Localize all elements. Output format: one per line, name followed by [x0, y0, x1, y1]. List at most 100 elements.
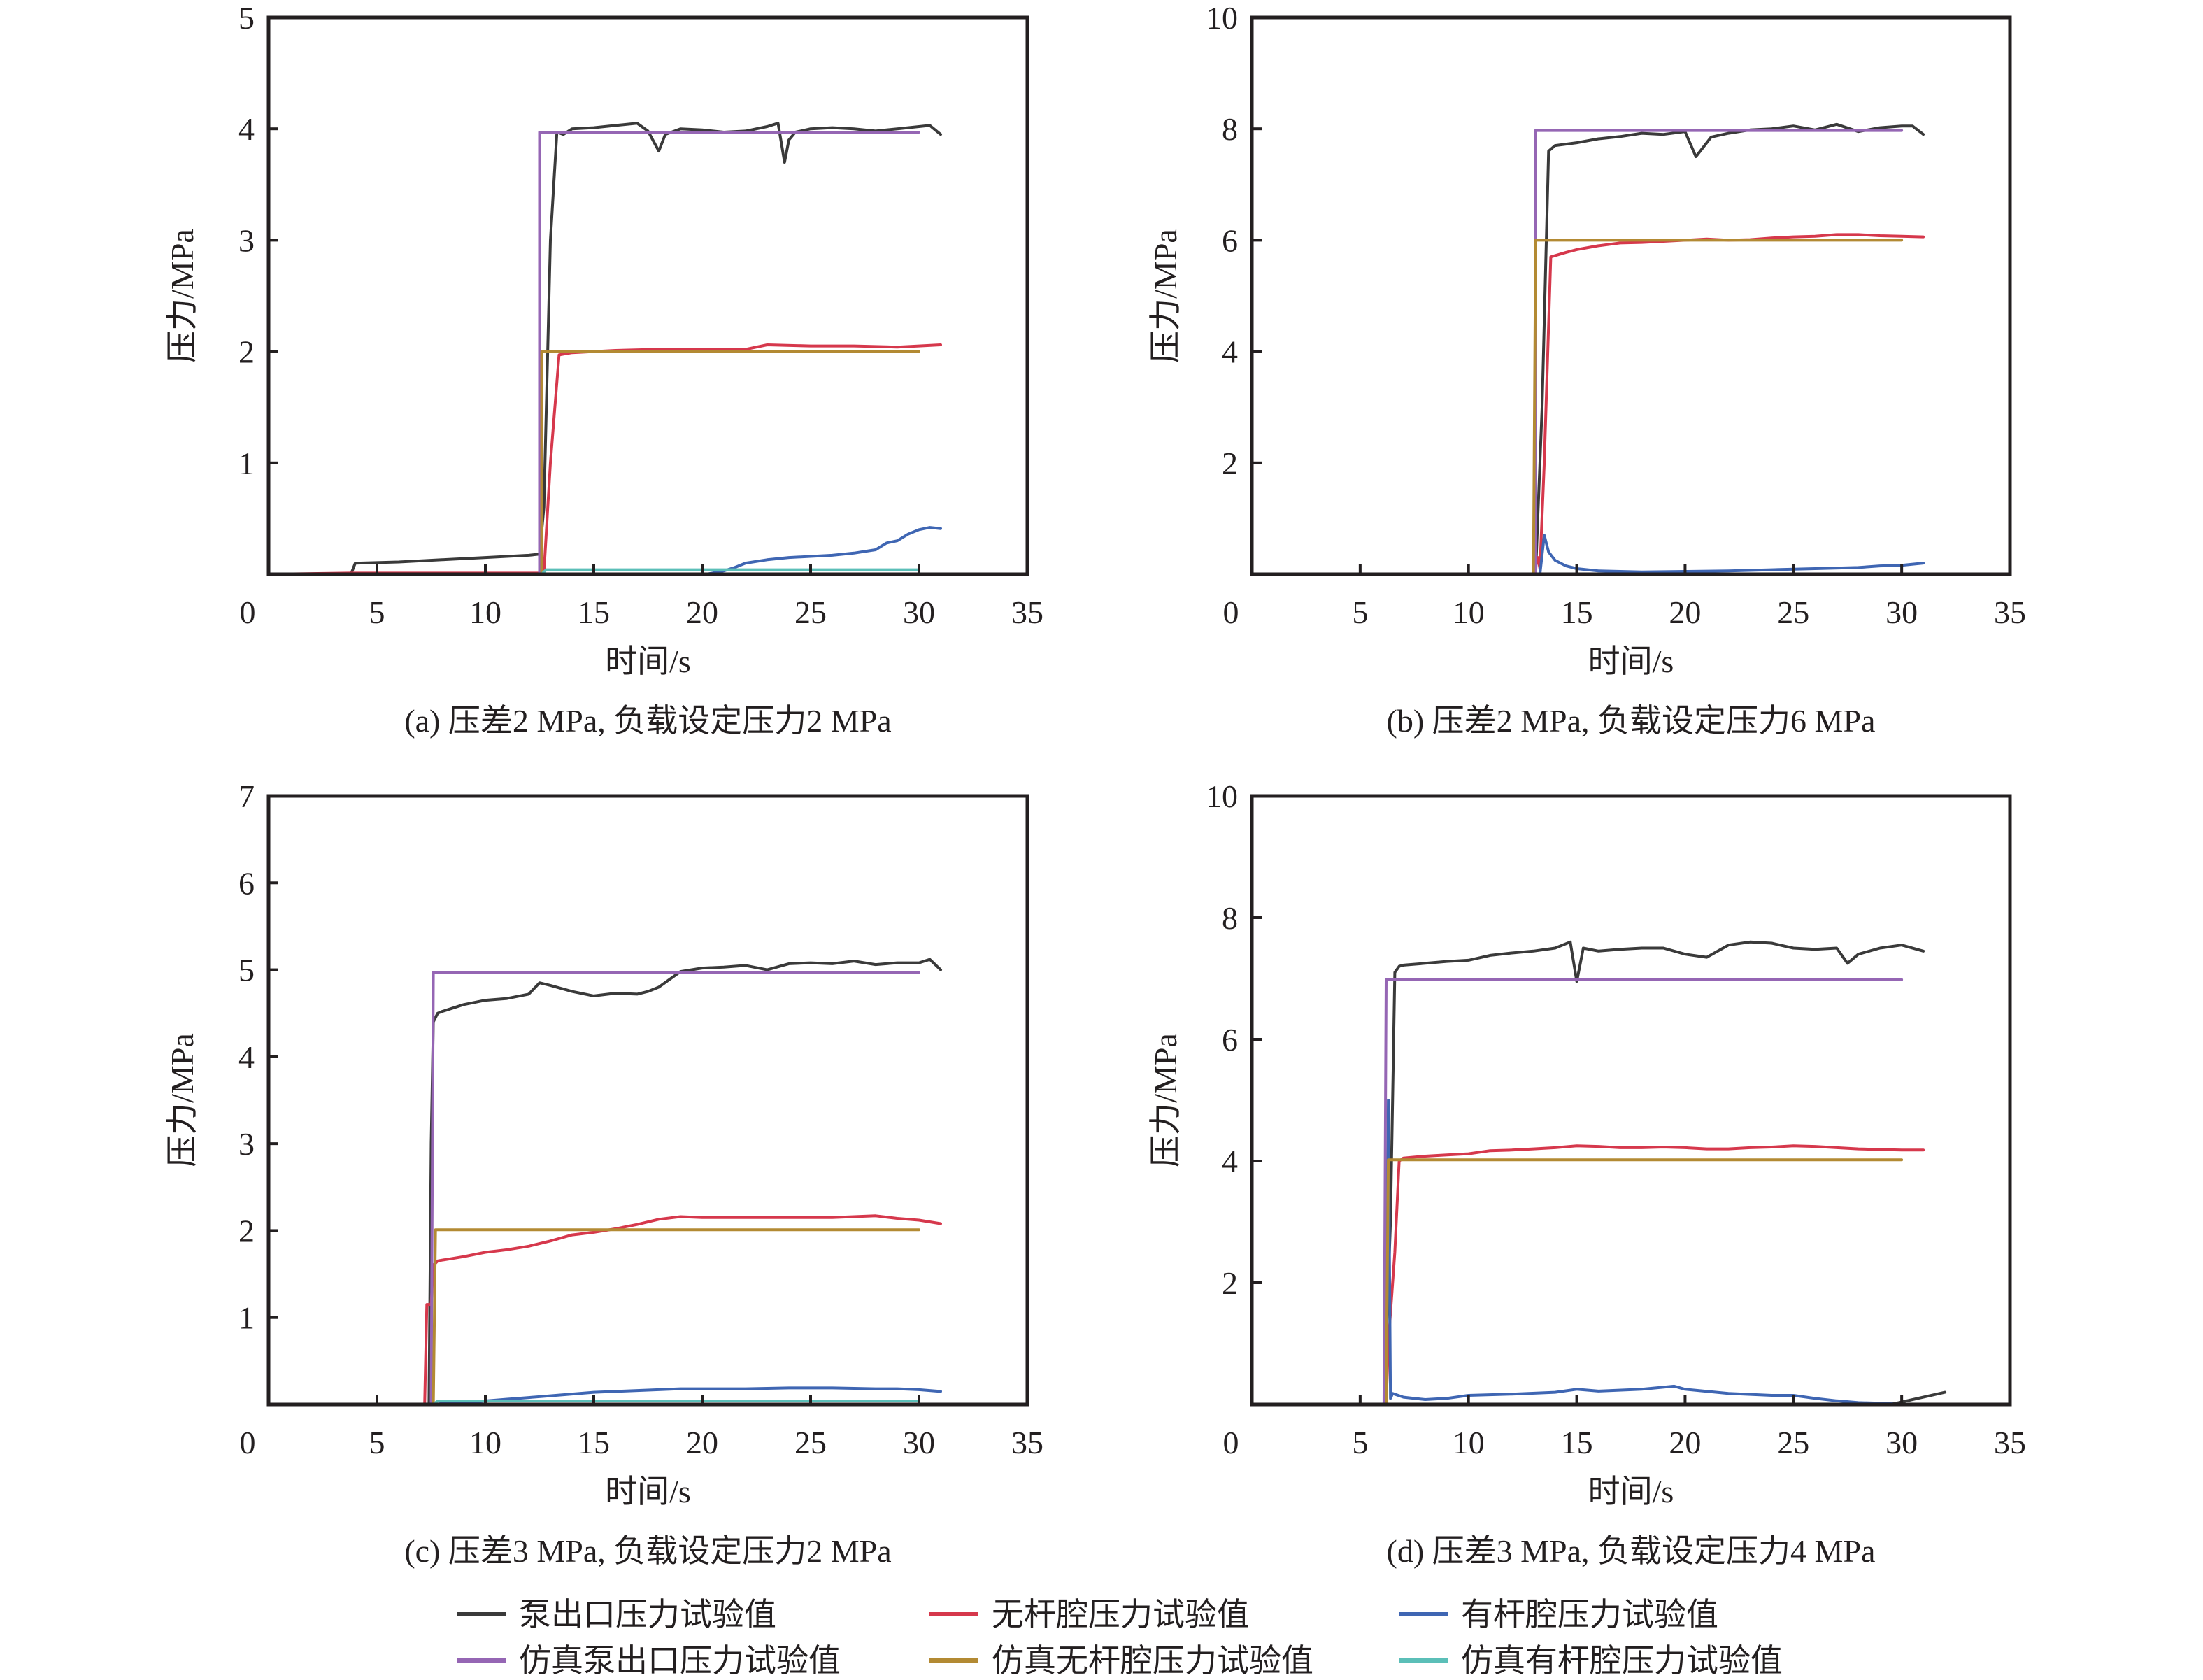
chart-a-y-tick-label: 3	[238, 222, 255, 258]
legend-item: 仿真有杆腔压力试验值	[1399, 1643, 1783, 1679]
chart-c-y-tick-label: 1	[238, 1300, 255, 1336]
chart-c-y-tick-label: 6	[238, 865, 255, 901]
legend-item: 有杆腔压力试验值	[1399, 1597, 1718, 1632]
chart-a-series-group	[267, 122, 942, 576]
chart-d-series-group	[1250, 940, 1947, 1406]
chart-a-y-tick-label: 1	[238, 446, 255, 481]
chart-b-y-tick-label: 8	[1222, 111, 1238, 147]
chart-b-x-tick-label: 10	[1453, 595, 1485, 630]
legend-item: 仿真泵出口压力试验值	[457, 1643, 841, 1679]
chart-a-y-tick-label: 4	[238, 111, 255, 147]
chart-panel-b: 0 5 10 15 20 25 30 35 2 4 6 8 10 压力/MPa 时间/s (b) 压差2 MP…	[1148, 0, 2026, 739]
legend-label: 仿真泵出口压力试验值	[519, 1643, 841, 1679]
chart-b-x-tick-label: 0	[1223, 595, 1239, 630]
chart-d-series-line-4	[1250, 1158, 1904, 1406]
chart-c-plot-frame	[266, 794, 1029, 1407]
legend-item: 泵出口压力试验值	[457, 1597, 776, 1632]
chart-b-series-line-3	[1250, 129, 1904, 576]
legend-label: 无杆腔压力试验值	[992, 1597, 1249, 1632]
chart-c-caption: (c) 压差3 MPa, 负载设定压力2 MPa	[404, 1533, 891, 1569]
chart-a-x-tick-label: 0	[240, 595, 256, 630]
chart-d-caption: (d) 压差3 MPa, 负载设定压力4 MPa	[1387, 1533, 1876, 1569]
chart-b-series-line-2	[1250, 534, 1925, 576]
chart-b-x-tick-label: 30	[1885, 595, 1918, 630]
chart-b-series-line-4	[1250, 239, 1904, 576]
chart-a-series-line-1	[267, 343, 942, 576]
chart-a-y-axis-title: 压力/MPa	[164, 229, 200, 363]
chart-c-series-line-4	[267, 1228, 920, 1406]
chart-d-series-line-6	[1889, 1390, 1947, 1406]
legend-label: 仿真无杆腔压力试验值	[992, 1643, 1313, 1679]
chart-panel-c: 0 5 10 15 20 25 30 35 1 2 3 4 5 6 7 压力/MPa 时间/s (c) 压差3 M…	[164, 778, 1043, 1569]
chart-a-x-tick-label: 5	[369, 595, 385, 630]
chart-c-x-tick-label: 20	[686, 1425, 718, 1460]
chart-b-x-tick-label: 25	[1777, 595, 1809, 630]
chart-c-x-tick-label: 35	[1011, 1425, 1043, 1460]
chart-c-series-line-0	[267, 958, 942, 1406]
legend-item: 仿真无杆腔压力试验值	[929, 1643, 1313, 1679]
chart-a-x-tick-label: 20	[686, 595, 718, 630]
chart-b-y-tick-label: 4	[1222, 334, 1238, 370]
legend-label: 仿真有杆腔压力试验值	[1461, 1643, 1783, 1679]
chart-a-x-tick-label: 15	[578, 595, 610, 630]
chart-b-caption: (b) 压差2 MPa, 负载设定压力6 MPa	[1387, 703, 1876, 739]
chart-d-y-tick-label: 2	[1222, 1265, 1238, 1301]
chart-d-series-line-0	[1250, 940, 1925, 1406]
chart-b-plot-frame	[1250, 15, 2012, 576]
chart-a-y-tick-label: 2	[238, 334, 255, 370]
chart-c-y-tick-label: 7	[238, 778, 255, 814]
chart-d-x-tick-label: 30	[1885, 1425, 1918, 1460]
chart-b-x-tick-label: 35	[1994, 595, 2026, 630]
chart-c-y-tick-label: 5	[238, 953, 255, 988]
chart-a-plot-frame	[266, 15, 1029, 576]
chart-b-x-axis-title: 时间/s	[1588, 643, 1674, 679]
chart-b-x-tick-label: 20	[1669, 595, 1701, 630]
chart-a-series-line-4	[267, 350, 920, 576]
chart-d-x-tick-label: 5	[1352, 1425, 1368, 1460]
chart-a-x-tick-label: 25	[794, 595, 827, 630]
chart-c-y-tick-label: 4	[238, 1039, 255, 1075]
chart-d-y-tick-label: 10	[1206, 778, 1238, 814]
chart-c-y-tick-label: 2	[238, 1213, 255, 1248]
chart-b-y-axis-title: 压力/MPa	[1148, 229, 1183, 363]
chart-d-y-tick-label: 8	[1222, 900, 1238, 936]
chart-d-x-tick-label: 15	[1561, 1425, 1593, 1460]
chart-b-series-line-1	[1250, 233, 1925, 576]
chart-a-series-line-3	[267, 131, 920, 576]
chart-c-series-line-1	[267, 1214, 942, 1406]
legend: 泵出口压力试验值 无杆腔压力试验值 有杆腔压力试验值 仿真泵出口压力试验值 仿真…	[457, 1597, 1783, 1679]
chart-d-plot-frame	[1250, 794, 2012, 1407]
chart-b-series-line-0	[1250, 122, 1925, 576]
chart-d-series-line-1	[1250, 1144, 1925, 1406]
chart-d-x-tick-label: 0	[1223, 1425, 1239, 1460]
chart-d-x-axis-title: 时间/s	[1588, 1474, 1674, 1509]
chart-d-series-line-3	[1250, 978, 1904, 1406]
chart-a-x-tick-label: 10	[469, 595, 501, 630]
chart-c-series-group	[267, 958, 942, 1406]
chart-c-x-tick-label: 25	[794, 1425, 827, 1460]
chart-c-x-axis-title: 时间/s	[605, 1474, 691, 1509]
legend-label: 泵出口压力试验值	[519, 1597, 776, 1632]
chart-a-x-tick-label: 35	[1011, 595, 1043, 630]
chart-a-series-line-2	[267, 526, 942, 576]
chart-a-x-axis-title: 时间/s	[605, 643, 691, 679]
chart-d-x-tick-label: 35	[1994, 1425, 2026, 1460]
chart-c-x-tick-label: 10	[469, 1425, 501, 1460]
chart-c-y-tick-label: 3	[238, 1126, 255, 1162]
legend-label: 有杆腔压力试验值	[1461, 1597, 1718, 1632]
chart-b-series-group	[1250, 122, 1925, 576]
chart-d-x-tick-label: 20	[1669, 1425, 1701, 1460]
chart-d-series-line-2	[1250, 1099, 1904, 1406]
chart-a-y-tick-label: 5	[238, 0, 255, 36]
chart-b-x-tick-label: 5	[1352, 595, 1368, 630]
chart-b-y-tick-label: 6	[1222, 222, 1238, 258]
chart-b-y-tick-label: 10	[1206, 0, 1238, 36]
chart-b-x-tick-label: 15	[1561, 595, 1593, 630]
legend-item: 无杆腔压力试验值	[929, 1597, 1249, 1632]
chart-panel-a: 0 5 10 15 20 25 30 35 1 2 3 4 5 压力/MPa 时间/s (a) 压差2 MPa…	[164, 0, 1043, 739]
chart-a-series-line-0	[267, 122, 942, 576]
chart-d-x-tick-label: 25	[1777, 1425, 1809, 1460]
chart-a-caption: (a) 压差2 MPa, 负载设定压力2 MPa	[404, 703, 891, 739]
chart-c-x-tick-label: 30	[903, 1425, 935, 1460]
